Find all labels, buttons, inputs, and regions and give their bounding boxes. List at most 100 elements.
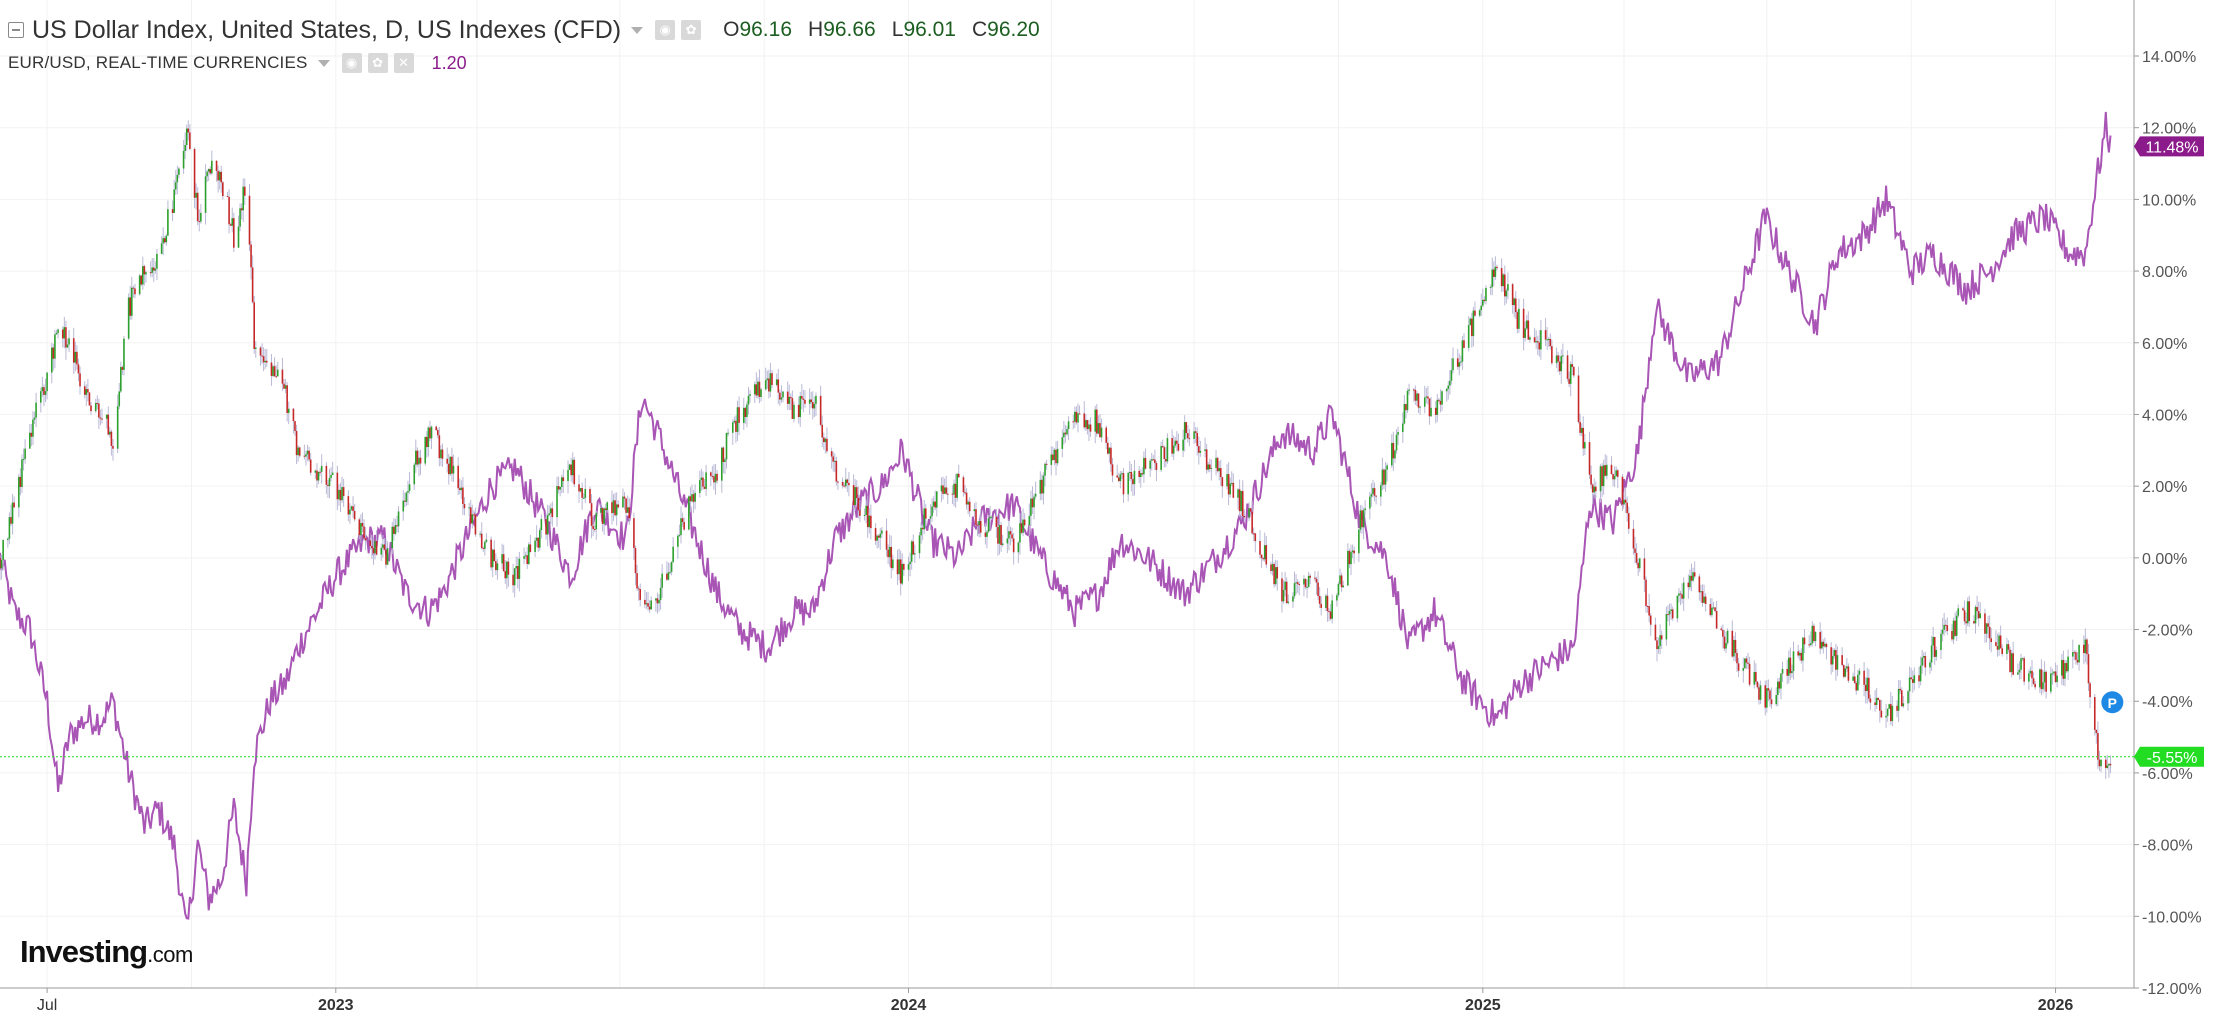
candle-body [217, 170, 219, 181]
candle-body [309, 459, 312, 473]
candle [292, 408, 295, 434]
candle-body [735, 420, 737, 432]
candle-body [1094, 409, 1097, 432]
candle-body [361, 522, 364, 527]
candle-body [1681, 594, 1683, 599]
candle-body [0, 557, 1, 569]
candle [1019, 513, 1021, 555]
candle [694, 484, 696, 510]
candle-body [1846, 666, 1848, 669]
candle-body [447, 463, 450, 475]
candle-body [0, 559, 3, 569]
candle-body [644, 599, 646, 605]
candle [757, 377, 759, 400]
candle [7, 537, 9, 548]
candle-body [1645, 579, 1647, 606]
candle [88, 392, 91, 406]
gear-icon[interactable]: ✿ [681, 20, 702, 40]
candle-body [986, 531, 988, 537]
candle-body [722, 447, 725, 462]
candle [491, 548, 494, 578]
candle-body [1929, 662, 1931, 668]
candle [1183, 415, 1186, 452]
gear-icon[interactable]: ✿ [367, 53, 388, 73]
candle [1656, 636, 1658, 662]
candle [1174, 436, 1177, 448]
chevron-down-icon[interactable] [631, 26, 644, 34]
candle-body [1657, 646, 1660, 650]
candle-body [1326, 595, 1329, 612]
candle-body [617, 504, 620, 508]
candle-body [1000, 524, 1002, 546]
candle [1571, 354, 1574, 376]
candle [932, 496, 935, 514]
candle [1414, 385, 1417, 405]
candle-body [1747, 662, 1749, 664]
candle [1072, 414, 1075, 430]
candle-body [1540, 330, 1542, 350]
candle-body [2064, 663, 2066, 679]
candle [239, 203, 241, 232]
candle-body [1154, 459, 1156, 464]
candle [1493, 261, 1495, 287]
candle-body [1516, 312, 1519, 329]
candle-body [551, 508, 554, 518]
candle [1177, 433, 1180, 452]
candle [1317, 571, 1319, 600]
candle [656, 592, 659, 614]
candle [786, 381, 789, 410]
candle [1445, 387, 1448, 402]
candle [1045, 459, 1048, 470]
candle-body [485, 539, 488, 542]
collapse-icon[interactable] [8, 22, 24, 38]
candle [338, 484, 340, 506]
eye-icon[interactable]: ◉ [655, 20, 676, 40]
candle-body [932, 501, 935, 507]
candle [1930, 635, 1933, 671]
candle-body [769, 373, 772, 392]
eurusd-last-badge: 11.48% [2134, 136, 2204, 157]
candle-body [556, 486, 558, 518]
candle-body [1624, 499, 1627, 503]
candle [1787, 650, 1790, 684]
main-series-title[interactable]: US Dollar Index, United States, D, US In… [32, 15, 622, 44]
candle [1709, 598, 1712, 617]
candle-body [1012, 538, 1015, 553]
candle [1682, 577, 1685, 612]
candle [799, 391, 802, 427]
chevron-down-icon[interactable] [317, 59, 330, 67]
candle-body [1902, 703, 1905, 707]
candle [385, 538, 387, 569]
candle [215, 160, 218, 182]
candle [771, 370, 773, 389]
candle [1988, 615, 1991, 650]
candle [573, 456, 576, 488]
candle-body [1803, 637, 1806, 645]
candle [1243, 509, 1246, 523]
candle [1122, 467, 1125, 503]
candle-body [733, 420, 736, 423]
candle-body [215, 160, 218, 171]
candle [529, 534, 532, 553]
candle [1922, 652, 1925, 666]
candle-body [1733, 639, 1735, 657]
compare-series-title[interactable]: EUR/USD, REAL-TIME CURRENCIES [8, 53, 308, 72]
candle-body [1623, 499, 1625, 505]
candle [1919, 656, 1922, 686]
candle [987, 514, 990, 534]
candle [1412, 387, 1415, 402]
candle [1121, 471, 1123, 480]
close-icon[interactable]: ✕ [393, 53, 414, 73]
candle [571, 452, 574, 484]
eye-icon[interactable]: ◉ [341, 53, 362, 73]
candle [1105, 425, 1108, 450]
candle-body [1725, 643, 1727, 649]
candle-body [865, 505, 867, 516]
candle-body [1792, 651, 1795, 671]
candle-body [775, 379, 778, 385]
candle-body [1218, 468, 1221, 472]
candle [584, 478, 587, 504]
candle [1999, 625, 2002, 649]
